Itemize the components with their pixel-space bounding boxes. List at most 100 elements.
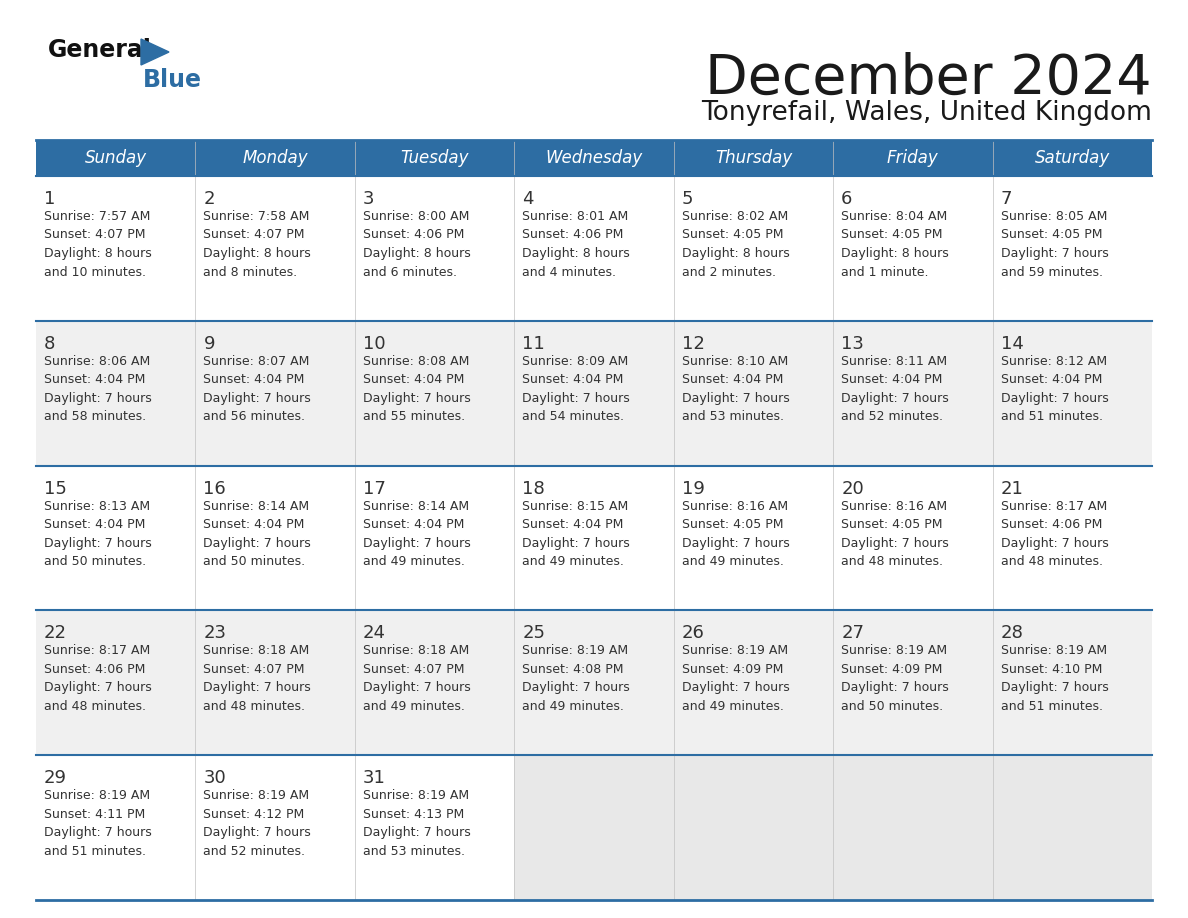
Text: Friday: Friday — [887, 149, 939, 167]
Bar — [36, 140, 196, 176]
Bar — [833, 756, 992, 900]
Text: 21: 21 — [1000, 479, 1023, 498]
Text: Sunrise: 8:11 AM: Sunrise: 8:11 AM — [841, 354, 947, 368]
Text: 19: 19 — [682, 479, 704, 498]
Text: Daylight: 7 hours: Daylight: 7 hours — [203, 826, 311, 839]
Text: Sunset: 4:04 PM: Sunset: 4:04 PM — [682, 374, 783, 386]
Text: 3: 3 — [362, 190, 374, 208]
Text: Sunset: 4:07 PM: Sunset: 4:07 PM — [362, 663, 465, 676]
Text: and 48 minutes.: and 48 minutes. — [841, 555, 943, 568]
Text: Daylight: 7 hours: Daylight: 7 hours — [523, 681, 630, 694]
Text: 6: 6 — [841, 190, 853, 208]
Text: Daylight: 7 hours: Daylight: 7 hours — [44, 826, 152, 839]
Text: Sunset: 4:05 PM: Sunset: 4:05 PM — [841, 518, 942, 532]
Text: 20: 20 — [841, 479, 864, 498]
Text: Sunset: 4:07 PM: Sunset: 4:07 PM — [203, 229, 305, 241]
Text: Sunrise: 8:19 AM: Sunrise: 8:19 AM — [362, 789, 469, 802]
Text: Daylight: 7 hours: Daylight: 7 hours — [362, 392, 470, 405]
Text: and 52 minutes.: and 52 minutes. — [203, 845, 305, 857]
Text: 23: 23 — [203, 624, 227, 643]
Bar — [36, 465, 1152, 610]
Text: Thursday: Thursday — [715, 149, 792, 167]
Text: Sunset: 4:04 PM: Sunset: 4:04 PM — [203, 374, 305, 386]
Text: Sunset: 4:06 PM: Sunset: 4:06 PM — [523, 229, 624, 241]
Text: Sunrise: 8:19 AM: Sunrise: 8:19 AM — [523, 644, 628, 657]
Text: Sunrise: 8:02 AM: Sunrise: 8:02 AM — [682, 210, 788, 223]
Text: Sunset: 4:12 PM: Sunset: 4:12 PM — [203, 808, 304, 821]
Text: Daylight: 7 hours: Daylight: 7 hours — [44, 537, 152, 550]
Text: and 49 minutes.: and 49 minutes. — [523, 555, 624, 568]
Text: Sunset: 4:06 PM: Sunset: 4:06 PM — [44, 663, 145, 676]
Text: Sunset: 4:07 PM: Sunset: 4:07 PM — [203, 663, 305, 676]
Text: and 50 minutes.: and 50 minutes. — [841, 700, 943, 713]
Text: Sunset: 4:09 PM: Sunset: 4:09 PM — [841, 663, 942, 676]
Text: 17: 17 — [362, 479, 386, 498]
Text: Daylight: 7 hours: Daylight: 7 hours — [682, 392, 790, 405]
Bar — [674, 140, 833, 176]
Text: Sunset: 4:05 PM: Sunset: 4:05 PM — [682, 518, 783, 532]
Bar — [355, 140, 514, 176]
Bar — [514, 140, 674, 176]
Text: and 1 minute.: and 1 minute. — [841, 265, 929, 278]
Text: and 10 minutes.: and 10 minutes. — [44, 265, 146, 278]
Text: Sunset: 4:05 PM: Sunset: 4:05 PM — [682, 229, 783, 241]
Text: 13: 13 — [841, 335, 864, 353]
Text: 29: 29 — [44, 769, 67, 788]
Text: and 58 minutes.: and 58 minutes. — [44, 410, 146, 423]
Text: 27: 27 — [841, 624, 864, 643]
Text: Sunrise: 8:19 AM: Sunrise: 8:19 AM — [1000, 644, 1107, 657]
Text: Daylight: 7 hours: Daylight: 7 hours — [1000, 537, 1108, 550]
Text: Daylight: 7 hours: Daylight: 7 hours — [841, 392, 949, 405]
Text: Daylight: 7 hours: Daylight: 7 hours — [203, 537, 311, 550]
Text: Tuesday: Tuesday — [400, 149, 469, 167]
Text: Sunset: 4:04 PM: Sunset: 4:04 PM — [523, 374, 624, 386]
Text: Sunrise: 8:15 AM: Sunrise: 8:15 AM — [523, 499, 628, 512]
Text: Daylight: 7 hours: Daylight: 7 hours — [841, 681, 949, 694]
Text: Sunrise: 8:17 AM: Sunrise: 8:17 AM — [1000, 499, 1107, 512]
Text: Sunset: 4:10 PM: Sunset: 4:10 PM — [1000, 663, 1102, 676]
Polygon shape — [141, 39, 169, 65]
Bar — [36, 320, 1152, 465]
Text: and 53 minutes.: and 53 minutes. — [362, 845, 465, 857]
Text: Daylight: 7 hours: Daylight: 7 hours — [682, 537, 790, 550]
Text: Sunrise: 8:18 AM: Sunrise: 8:18 AM — [362, 644, 469, 657]
Text: Sunset: 4:04 PM: Sunset: 4:04 PM — [362, 374, 465, 386]
Text: and 49 minutes.: and 49 minutes. — [362, 700, 465, 713]
Text: 10: 10 — [362, 335, 385, 353]
Text: Sunset: 4:13 PM: Sunset: 4:13 PM — [362, 808, 465, 821]
Text: and 54 minutes.: and 54 minutes. — [523, 410, 624, 423]
Text: and 56 minutes.: and 56 minutes. — [203, 410, 305, 423]
Text: Sunrise: 7:58 AM: Sunrise: 7:58 AM — [203, 210, 310, 223]
Text: Daylight: 7 hours: Daylight: 7 hours — [682, 681, 790, 694]
Text: 28: 28 — [1000, 624, 1023, 643]
Text: Sunrise: 8:09 AM: Sunrise: 8:09 AM — [523, 354, 628, 368]
Text: Sunset: 4:04 PM: Sunset: 4:04 PM — [44, 518, 145, 532]
Text: 1: 1 — [44, 190, 56, 208]
Text: December 2024: December 2024 — [706, 52, 1152, 106]
Text: 2: 2 — [203, 190, 215, 208]
Text: 11: 11 — [523, 335, 545, 353]
Text: Tonyrefail, Wales, United Kingdom: Tonyrefail, Wales, United Kingdom — [701, 100, 1152, 126]
Text: Sunrise: 8:01 AM: Sunrise: 8:01 AM — [523, 210, 628, 223]
Text: 5: 5 — [682, 190, 694, 208]
Bar — [674, 756, 833, 900]
Text: and 49 minutes.: and 49 minutes. — [362, 555, 465, 568]
Text: and 50 minutes.: and 50 minutes. — [203, 555, 305, 568]
Bar — [196, 140, 355, 176]
Text: Daylight: 7 hours: Daylight: 7 hours — [362, 826, 470, 839]
Text: 31: 31 — [362, 769, 386, 788]
Text: and 55 minutes.: and 55 minutes. — [362, 410, 465, 423]
Text: Monday: Monday — [242, 149, 308, 167]
Text: Sunrise: 8:06 AM: Sunrise: 8:06 AM — [44, 354, 150, 368]
Text: Sunrise: 7:57 AM: Sunrise: 7:57 AM — [44, 210, 151, 223]
Text: Daylight: 7 hours: Daylight: 7 hours — [362, 537, 470, 550]
Text: Daylight: 8 hours: Daylight: 8 hours — [44, 247, 152, 260]
Text: Sunrise: 8:19 AM: Sunrise: 8:19 AM — [44, 789, 150, 802]
Text: Daylight: 7 hours: Daylight: 7 hours — [44, 681, 152, 694]
Text: Sunrise: 8:19 AM: Sunrise: 8:19 AM — [682, 644, 788, 657]
Text: Sunrise: 8:07 AM: Sunrise: 8:07 AM — [203, 354, 310, 368]
Text: and 4 minutes.: and 4 minutes. — [523, 265, 617, 278]
Text: Sunrise: 8:17 AM: Sunrise: 8:17 AM — [44, 644, 150, 657]
Text: 16: 16 — [203, 479, 226, 498]
Text: and 51 minutes.: and 51 minutes. — [1000, 700, 1102, 713]
